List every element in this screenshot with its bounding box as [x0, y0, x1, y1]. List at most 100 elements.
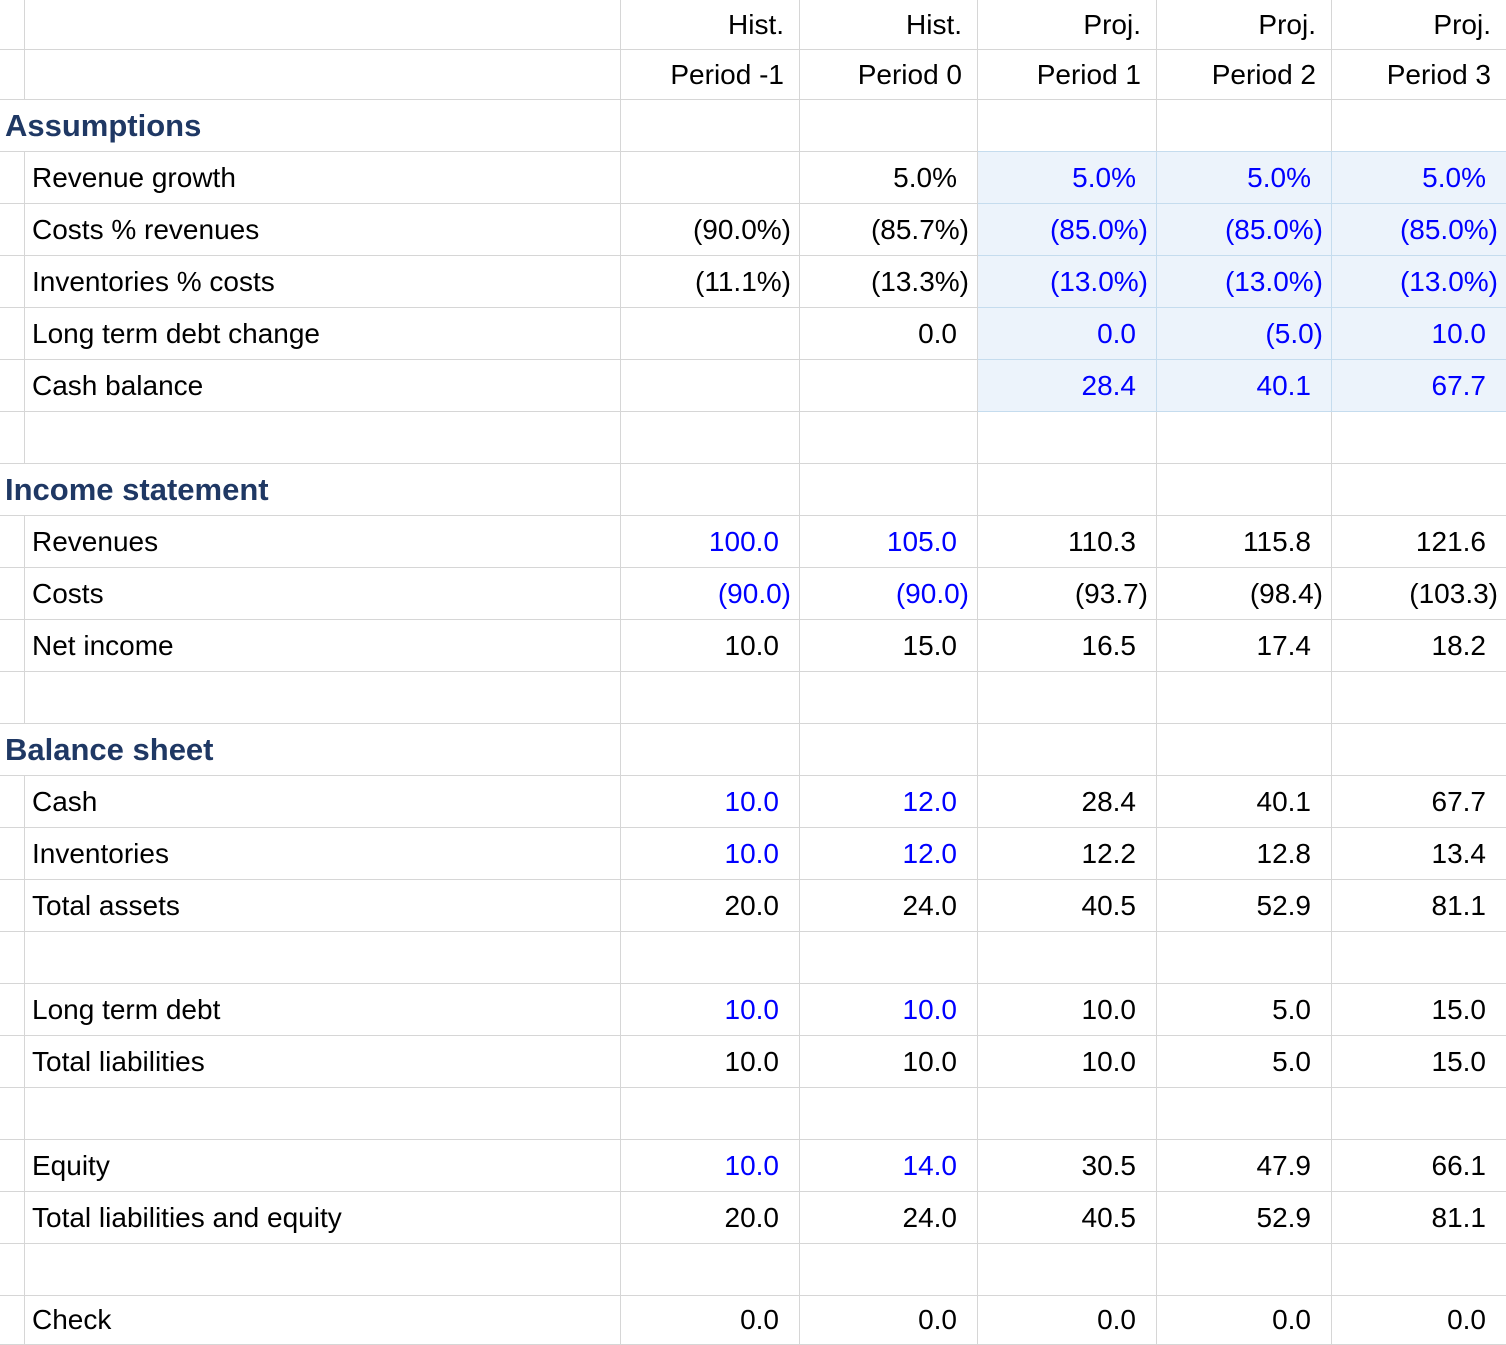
cell-value[interactable]: (103.3)	[1332, 568, 1506, 620]
cell-value[interactable]: 81.1	[1332, 880, 1506, 932]
empty-cell[interactable]	[1332, 1244, 1506, 1296]
empty-cell[interactable]	[621, 100, 800, 152]
cell-value[interactable]: 0.0	[621, 1296, 800, 1345]
row-indent-cell[interactable]	[0, 672, 25, 724]
cell-value[interactable]: (93.7)	[978, 568, 1157, 620]
row-label[interactable]: Revenues	[25, 516, 621, 568]
empty-cell[interactable]	[1332, 412, 1506, 464]
cell-value[interactable]: 40.1	[1157, 776, 1332, 828]
cell-value[interactable]: 30.5	[978, 1140, 1157, 1192]
cell-value[interactable]: (90.0%)	[621, 204, 800, 256]
cell-value[interactable]: 28.4	[978, 776, 1157, 828]
cell-value[interactable]: 10.0	[978, 984, 1157, 1036]
empty-cell[interactable]	[800, 464, 978, 516]
cell-value[interactable]: 47.9	[1157, 1140, 1332, 1192]
cell-value[interactable]: 5.0%	[978, 152, 1157, 204]
row-indent-cell[interactable]	[0, 828, 25, 880]
cell-value[interactable]: 13.4	[1332, 828, 1506, 880]
row-indent-cell[interactable]	[0, 568, 25, 620]
empty-cell[interactable]	[800, 1244, 978, 1296]
cell-value[interactable]: 0.0	[1332, 1296, 1506, 1345]
row-indent-cell[interactable]	[0, 620, 25, 672]
empty-cell[interactable]	[621, 412, 800, 464]
cell-value[interactable]: 0.0	[800, 308, 978, 360]
cell-value[interactable]: (85.0%)	[1332, 204, 1506, 256]
cell-value[interactable]: 0.0	[978, 1296, 1157, 1345]
row-label-cell[interactable]	[25, 672, 621, 724]
row-label[interactable]: Cash	[25, 776, 621, 828]
cell-value[interactable]: 40.5	[978, 1192, 1157, 1244]
cell-value[interactable]: 5.0%	[800, 152, 978, 204]
empty-cell[interactable]	[1157, 412, 1332, 464]
cell-value[interactable]: 10.0	[621, 1036, 800, 1088]
empty-cell[interactable]	[1157, 672, 1332, 724]
row-label[interactable]: Costs % revenues	[25, 204, 621, 256]
cell-value[interactable]: 10.0	[621, 1140, 800, 1192]
row-indent-cell[interactable]	[0, 308, 25, 360]
row-indent-cell[interactable]	[0, 516, 25, 568]
row-indent-cell[interactable]	[0, 984, 25, 1036]
cell-value[interactable]: 12.2	[978, 828, 1157, 880]
cell-value[interactable]: 10.0	[621, 776, 800, 828]
cell-value[interactable]: 0.0	[800, 1296, 978, 1345]
cell-value[interactable]: 115.8	[1157, 516, 1332, 568]
section-heading[interactable]: Balance sheet	[0, 724, 621, 776]
cell-value[interactable]: 12.8	[1157, 828, 1332, 880]
row-indent-cell[interactable]	[0, 776, 25, 828]
row-indent-cell[interactable]	[0, 360, 25, 412]
cell-value[interactable]: 10.0	[800, 1036, 978, 1088]
empty-cell[interactable]	[1157, 932, 1332, 984]
empty-cell[interactable]	[621, 672, 800, 724]
cell-value[interactable]: (13.0%)	[1157, 256, 1332, 308]
empty-cell[interactable]	[800, 672, 978, 724]
cell-value[interactable]: (13.3%)	[800, 256, 978, 308]
cell-value[interactable]: 17.4	[1157, 620, 1332, 672]
cell-value[interactable]: 67.7	[1332, 360, 1506, 412]
empty-cell[interactable]	[800, 932, 978, 984]
cell-value[interactable]: 18.2	[1332, 620, 1506, 672]
row-label[interactable]: Total liabilities and equity	[25, 1192, 621, 1244]
cell-value[interactable]: 28.4	[978, 360, 1157, 412]
cell-value[interactable]: 5.0%	[1157, 152, 1332, 204]
cell-value[interactable]: 5.0	[1157, 984, 1332, 1036]
empty-cell[interactable]	[978, 724, 1157, 776]
empty-cell[interactable]	[1332, 464, 1506, 516]
cell-value[interactable]: (11.1%)	[621, 256, 800, 308]
row-label[interactable]: Equity	[25, 1140, 621, 1192]
section-heading[interactable]: Assumptions	[0, 100, 621, 152]
row-indent-cell[interactable]	[0, 1140, 25, 1192]
row-label[interactable]: Total assets	[25, 880, 621, 932]
empty-cell[interactable]	[978, 1244, 1157, 1296]
empty-cell[interactable]	[978, 412, 1157, 464]
cell-value[interactable]: 52.9	[1157, 1192, 1332, 1244]
row-label[interactable]: Long term debt change	[25, 308, 621, 360]
cell-value[interactable]: 40.1	[1157, 360, 1332, 412]
column-group-label[interactable]: Hist.	[621, 0, 800, 50]
cell-value[interactable]: 10.0	[1332, 308, 1506, 360]
cell-value[interactable]: 81.1	[1332, 1192, 1506, 1244]
column-group-label[interactable]: Hist.	[800, 0, 978, 50]
empty-cell[interactable]	[800, 100, 978, 152]
cell-value[interactable]: 15.0	[1332, 1036, 1506, 1088]
row-label[interactable]: Net income	[25, 620, 621, 672]
empty-cell[interactable]	[1157, 100, 1332, 152]
empty-cell[interactable]	[1332, 1088, 1506, 1140]
row-label-cell[interactable]	[25, 50, 621, 100]
row-label[interactable]: Inventories % costs	[25, 256, 621, 308]
cell-value[interactable]: 10.0	[621, 620, 800, 672]
row-indent-cell[interactable]	[0, 932, 25, 984]
row-label[interactable]: Costs	[25, 568, 621, 620]
row-indent-cell[interactable]	[0, 256, 25, 308]
empty-cell[interactable]	[1157, 1088, 1332, 1140]
row-indent-cell[interactable]	[0, 1296, 25, 1345]
empty-cell[interactable]	[978, 932, 1157, 984]
cell-value[interactable]: 20.0	[621, 1192, 800, 1244]
row-label-cell[interactable]	[25, 1244, 621, 1296]
row-label[interactable]: Revenue growth	[25, 152, 621, 204]
cell-value[interactable]: 5.0%	[1332, 152, 1506, 204]
row-indent-cell[interactable]	[0, 1036, 25, 1088]
cell-value[interactable]: 66.1	[1332, 1140, 1506, 1192]
cell-value[interactable]: 24.0	[800, 880, 978, 932]
empty-cell[interactable]	[621, 1088, 800, 1140]
empty-cell[interactable]	[978, 464, 1157, 516]
